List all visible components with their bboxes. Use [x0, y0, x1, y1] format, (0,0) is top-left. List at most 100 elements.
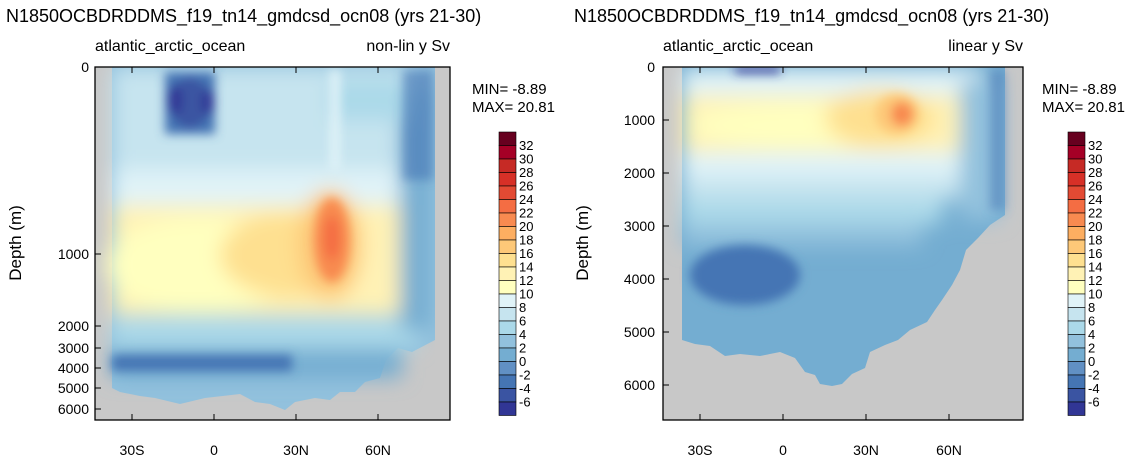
plot-frame	[662, 66, 1024, 421]
y-tick: 5000	[58, 380, 101, 396]
y-tick-label: 1000	[58, 246, 89, 262]
colorbar-swatch	[1067, 226, 1086, 241]
colorbar-swatch	[1067, 185, 1086, 200]
x-tick-label: 0	[210, 442, 218, 458]
colorbar-swatch	[498, 320, 517, 335]
colorbar-swatch	[498, 253, 517, 268]
y-tick: 0	[81, 59, 101, 75]
min-label: MIN= -8.89	[1042, 81, 1117, 98]
colorbar-label: 0	[519, 354, 526, 369]
colorbar-swatch	[1067, 131, 1086, 146]
colorbar-swatch	[498, 374, 517, 389]
colorbar-label: 28	[519, 165, 533, 180]
colorbar-label: 4	[519, 327, 526, 342]
colorbar-label: 8	[1088, 300, 1095, 315]
colorbar-swatch	[498, 239, 517, 254]
y-tick: 2000	[624, 165, 669, 181]
y-tick: 2000	[58, 318, 101, 334]
colorbar-swatch	[1067, 401, 1086, 416]
chart-subtitle-right: linear y Sv	[948, 38, 1023, 55]
y-axis: 0 1000 2000 3000 4000 5000 6000	[58, 59, 101, 417]
y-tick: 1000	[58, 246, 101, 262]
x-tick-label: 30S	[688, 442, 713, 458]
y-axis: 0 1000 2000 3000 4000 5000 6000	[624, 59, 669, 393]
colorbar-swatch	[1067, 334, 1086, 349]
colorbar-swatch	[498, 388, 517, 403]
plot-area	[95, 67, 450, 420]
y-tick-label: 1000	[624, 112, 655, 128]
colorbar-swatch	[1067, 239, 1086, 254]
y-tick-label: 4000	[624, 271, 655, 287]
x-tick: 60N	[936, 67, 962, 458]
x-tick-label: 60N	[365, 442, 391, 458]
y-tick-label: 5000	[58, 380, 89, 396]
colorbar-swatch	[498, 145, 517, 160]
colorbar-label: 6	[519, 314, 526, 329]
colorbar-label: 20	[1088, 219, 1102, 234]
colorbar-swatch	[498, 131, 517, 146]
y-tick: 6000	[58, 401, 101, 417]
colorbar-label: 10	[519, 287, 533, 302]
colorbar-label: 14	[1088, 260, 1102, 275]
chart-subtitle-right: non-lin y Sv	[366, 38, 450, 55]
chart-subtitle-left: atlantic_arctic_ocean	[95, 38, 245, 55]
y-tick-label: 0	[81, 59, 89, 75]
colorbar-swatch	[498, 334, 517, 349]
chart-left: N1850OCBDRDDMS_f19_tn14_gmdcsd_ocn08 (yr…	[6, 6, 555, 458]
y-tick: 3000	[58, 340, 101, 356]
colorbar-label: 32	[519, 138, 533, 153]
colorbar-swatch	[1067, 253, 1086, 268]
ocean-highlights	[690, 67, 1005, 305]
y-tick: 4000	[624, 271, 669, 287]
colorbar-swatch	[498, 293, 517, 308]
max-label: MAX= 20.81	[472, 99, 555, 116]
y-tick-label: 6000	[624, 377, 655, 393]
plot-area	[663, 67, 1023, 420]
colorbar-swatch	[1067, 199, 1086, 214]
colorbar-swatch	[498, 199, 517, 214]
y-tick: 3000	[624, 218, 669, 234]
colorbar-swatch	[1067, 320, 1086, 335]
colorbar-swatch	[498, 401, 517, 416]
colorbar-label: -6	[519, 395, 531, 410]
colorbar-swatch	[1067, 145, 1086, 160]
colorbar-label: -2	[1088, 368, 1100, 383]
colorbar-swatch	[498, 172, 517, 187]
chart-title: N1850OCBDRDDMS_f19_tn14_gmdcsd_ocn08 (yr…	[574, 6, 1049, 27]
ocean-highlights	[112, 70, 433, 371]
colorbar-label: 14	[519, 260, 533, 275]
colorbar-label: 24	[1088, 192, 1102, 207]
x-tick-label: 30S	[120, 442, 145, 458]
min-label: MIN= -8.89	[472, 81, 547, 98]
colorbar-swatch	[498, 307, 517, 322]
colorbar-label: 16	[519, 246, 533, 261]
colorbar-label: -6	[1088, 395, 1100, 410]
colorbar-label: 22	[519, 206, 533, 221]
x-tick: 60N	[365, 67, 391, 458]
x-tick-label: 60N	[936, 442, 962, 458]
x-tick: 0	[210, 67, 218, 458]
colorbar-label: 24	[519, 192, 533, 207]
colorbar-label: 18	[519, 233, 533, 248]
chart-right: N1850OCBDRDDMS_f19_tn14_gmdcsd_ocn08 (yr…	[573, 6, 1125, 458]
y-tick: 1000	[624, 112, 669, 128]
y-tick-label: 4000	[58, 360, 89, 376]
x-axis: 30S 0 30N 60N	[688, 67, 962, 458]
y-tick-label: 2000	[624, 165, 655, 181]
colorbar-label: 20	[519, 219, 533, 234]
colorbar-swatch	[498, 280, 517, 295]
colorbar-swatch	[1067, 158, 1086, 173]
y-tick-label: 0	[647, 59, 655, 75]
x-axis: 30S 0 30N 60N	[120, 67, 391, 458]
colorbar-label: 26	[519, 179, 533, 194]
colorbar-label: -4	[519, 381, 531, 396]
y-tick-label: 3000	[624, 218, 655, 234]
colorbar-label: 0	[1088, 354, 1095, 369]
chart-title: N1850OCBDRDDMS_f19_tn14_gmdcsd_ocn08 (yr…	[6, 6, 481, 27]
max-label: MAX= 20.81	[1042, 99, 1125, 116]
colorbar-swatch	[1067, 374, 1086, 389]
ocean-shading	[105, 67, 430, 378]
y-tick-label: 6000	[58, 401, 89, 417]
colorbar-label: 30	[1088, 152, 1102, 167]
